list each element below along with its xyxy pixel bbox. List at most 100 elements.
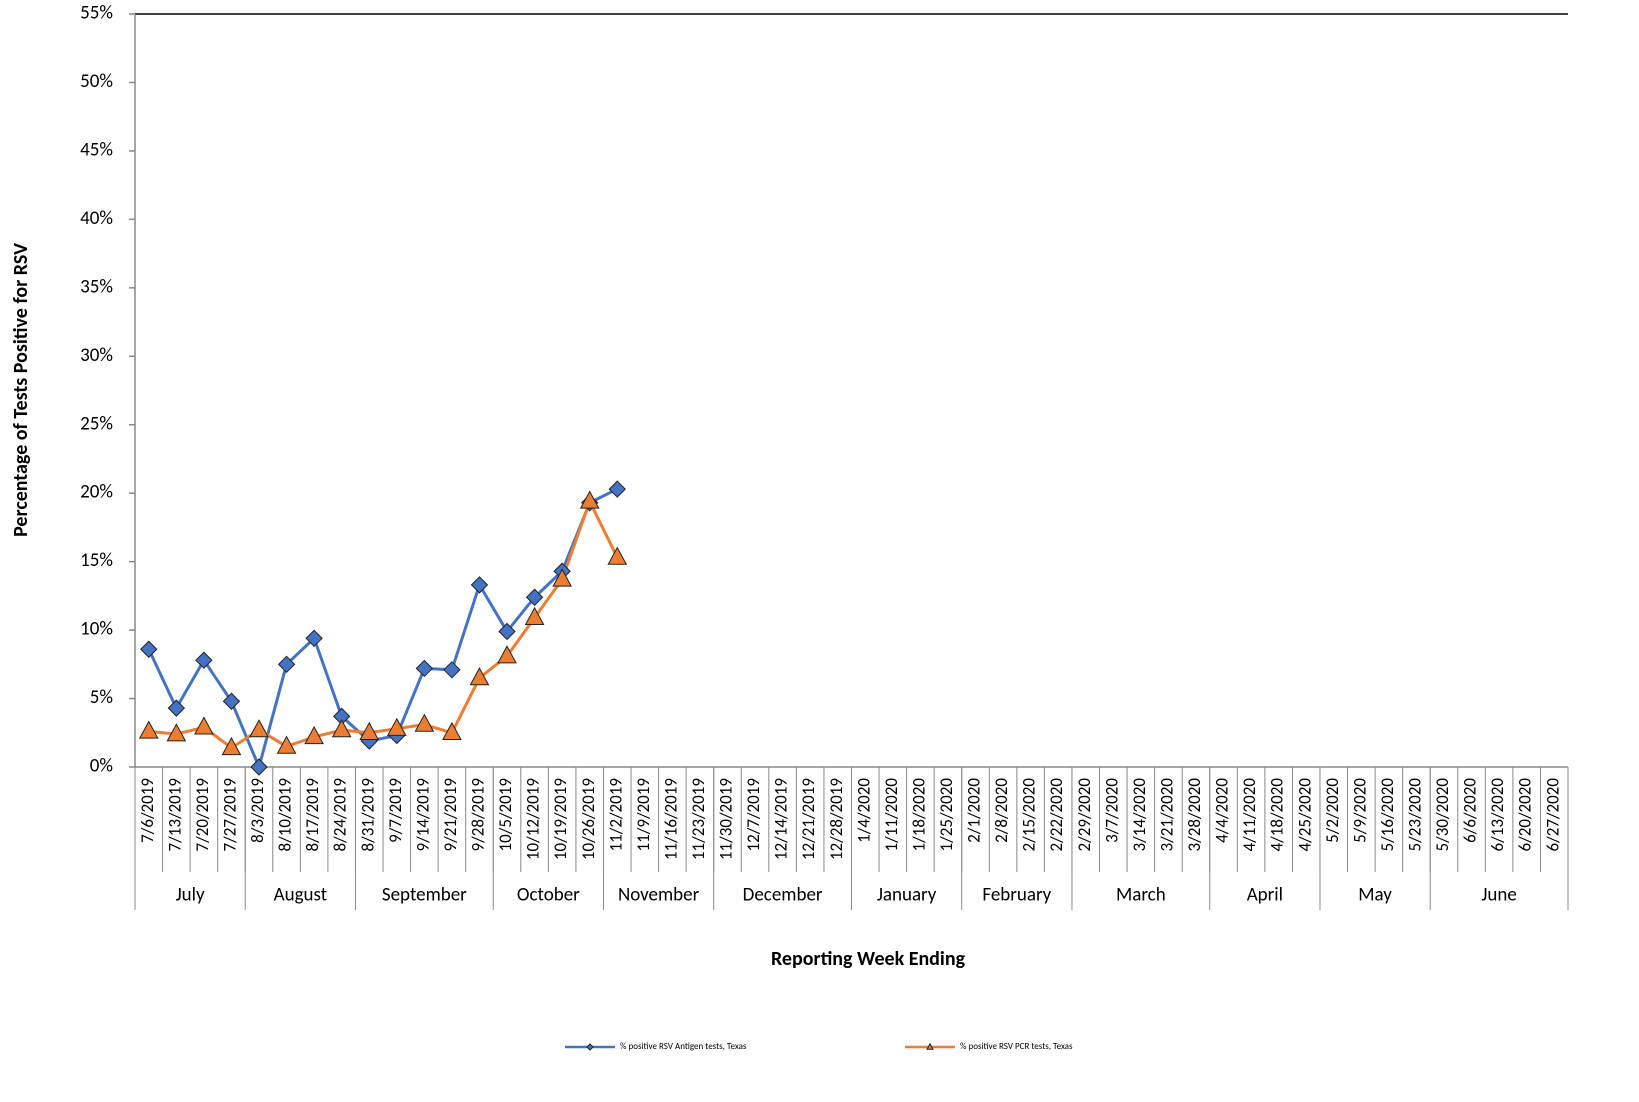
triangle-marker [304,725,324,745]
x-tick-label: 5/23/2020 [1404,778,1425,852]
y-tick-label: 20% [80,481,113,504]
y-tick-label: 30% [80,344,113,367]
x-tick-label: 8/3/2019 [247,778,268,843]
month-label: May [1358,884,1392,907]
triangle-marker [249,719,269,738]
month-label: April [1247,884,1283,907]
x-tick-label: 4/25/2020 [1294,778,1315,852]
y-tick-label: 15% [80,549,113,572]
y-tick-label: 10% [80,618,113,641]
month-label: December [743,884,823,907]
x-tick-label: 8/10/2019 [275,778,296,852]
triangle-marker [331,719,352,738]
x-tick-label: 7/6/2019 [137,778,158,843]
x-tick-label: 9/28/2019 [468,778,489,852]
triangle-marker [607,546,628,565]
legend-label: % positive RSV PCR tests, Texas [960,1041,1073,1052]
series-line [147,487,618,772]
month-label: January [877,884,937,907]
legend-marker [586,1043,594,1051]
x-tick-label: 3/7/2020 [1101,778,1122,843]
x-tick-label: 10/5/2019 [495,778,516,852]
month-label: February [982,884,1051,907]
diamond-marker [525,588,544,606]
triangle-marker [276,735,297,754]
x-tick-label: 5/2/2020 [1322,778,1343,843]
x-tick-label: 3/28/2020 [1184,778,1205,852]
x-tick-label: 2/22/2020 [1046,778,1067,852]
diamond-marker [305,629,323,648]
x-tick-label: 4/11/2020 [1239,778,1260,852]
x-tick-label: 6/20/2020 [1515,778,1536,852]
month-label: September [382,884,467,907]
x-tick-label: 11/16/2019 [660,778,681,860]
diamond-marker [250,758,268,776]
diamond-marker [167,699,186,717]
triangle-marker [524,606,545,626]
legend-marker [926,1042,934,1050]
x-tick-label: 8/24/2019 [330,778,351,852]
x-tick-label: 2/1/2020 [964,778,985,843]
x-tick-label: 10/12/2019 [523,778,544,860]
x-tick-label: 4/18/2020 [1267,778,1288,852]
x-tick-label: 7/13/2019 [164,778,185,852]
x-tick-label: 6/27/2020 [1542,778,1563,852]
x-tick-label: 7/20/2019 [192,778,213,852]
y-tick-label: 40% [80,207,113,230]
legend-label: % positive RSV Antigen tests, Texas [620,1041,747,1052]
y-axis-title: Percentage of Tests Positive for RSV [9,243,33,537]
x-tick-label: 1/18/2020 [908,778,929,852]
y-tick-label: 25% [80,412,113,435]
triangle-marker [579,490,600,509]
x-tick-label: 1/4/2020 [853,778,874,843]
triangle-marker [386,717,407,736]
x-tick-label: 9/14/2019 [412,778,433,852]
x-tick-label: 7/27/2019 [220,778,241,852]
x-tick-label: 8/17/2019 [302,778,323,852]
x-tick-label: 11/30/2019 [716,778,737,860]
x-tick-label: 9/21/2019 [440,778,461,852]
month-label: March [1116,884,1166,907]
x-tick-label: 6/6/2020 [1460,778,1481,843]
x-tick-label: 11/9/2019 [633,778,654,852]
month-label: October [517,884,580,907]
diamond-marker [195,651,213,669]
y-tick-label: 50% [80,70,113,93]
triangle-marker [166,723,187,742]
diamond-marker [498,622,516,641]
triangle-marker [469,667,490,686]
x-tick-label: 12/21/2019 [798,778,819,860]
triangle-marker [497,645,517,664]
y-tick-label: 35% [80,275,113,298]
x-tick-label: 5/9/2020 [1349,778,1370,843]
diamond-marker [140,640,158,658]
triangle-marker [221,736,242,756]
x-tick-label: 3/14/2020 [1129,778,1150,852]
y-tick-label: 45% [80,138,113,161]
diamond-marker [608,480,626,498]
triangle-marker [414,713,435,732]
x-tick-label: 12/14/2019 [771,778,792,860]
series-line [148,497,619,750]
month-label: November [618,884,700,907]
y-tick-label: 5% [90,686,113,709]
x-tick-label: 10/19/2019 [550,778,571,860]
x-axis-title: Reporting Week Ending [771,947,966,971]
diamond-marker [415,659,434,678]
x-tick-label: 9/7/2019 [385,778,406,843]
x-tick-label: 2/29/2020 [1074,778,1095,852]
month-label: August [274,884,328,907]
x-tick-label: 8/31/2019 [357,778,378,852]
month-label: July [176,884,205,907]
x-tick-label: 10/26/2019 [578,778,599,860]
triangle-marker [552,568,572,587]
month-label: June [1481,884,1516,907]
x-tick-label: 11/23/2019 [688,778,709,860]
x-tick-label: 6/13/2020 [1487,778,1508,852]
x-tick-label: 1/25/2020 [936,778,957,852]
diamond-marker [222,692,241,710]
triangle-marker [359,721,380,741]
diamond-marker [470,576,489,594]
x-tick-label: 12/28/2019 [826,778,847,860]
